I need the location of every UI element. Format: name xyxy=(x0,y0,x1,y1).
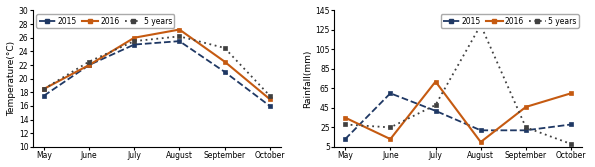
Legend: 2015, 2016, 5 years: 2015, 2016, 5 years xyxy=(440,14,578,28)
Y-axis label: Temperature(°C): Temperature(°C) xyxy=(7,41,16,116)
Legend: 2015, 2016, 5 years: 2015, 2016, 5 years xyxy=(36,14,174,28)
Y-axis label: Rainfall(mm): Rainfall(mm) xyxy=(303,49,312,108)
